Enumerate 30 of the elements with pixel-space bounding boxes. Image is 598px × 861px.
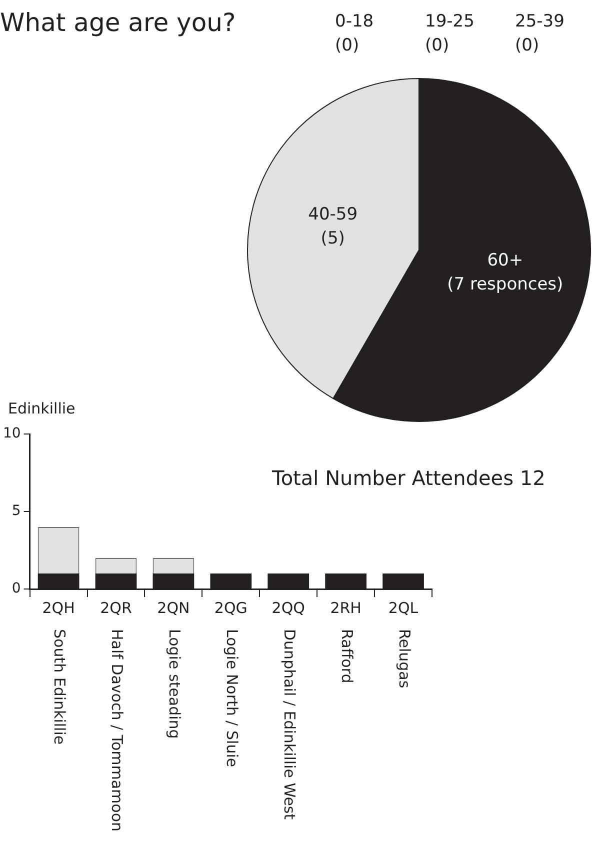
text: Half Davoch / Tommamoon (108, 629, 126, 832)
slice-label: 40-59 (308, 204, 358, 224)
y-tick-label: 0 (12, 580, 21, 597)
y-tick-label: 5 (12, 503, 21, 520)
annotation: Total Number Attendees 12 (272, 466, 546, 490)
x-tick-label: 2RH (330, 598, 362, 617)
x-tick-label: 2QG (214, 598, 248, 617)
slice-label: 60+ (487, 250, 524, 271)
x-tick-label: 2QN (157, 598, 190, 617)
text: (0) (425, 35, 450, 56)
chart-title: Edinkillie (8, 399, 76, 418)
x-tick-label: 2QQ (272, 598, 305, 617)
x-tick-label: 2QH (42, 598, 75, 617)
text: South Edinkillie (50, 629, 69, 745)
data-label: (5) (320, 228, 345, 248)
text: Dunphail / Edinkillie West (280, 629, 298, 820)
text: (0) (515, 35, 540, 56)
text: Rafford (338, 629, 356, 684)
text: Logie North / Sluie (223, 629, 242, 768)
text: Relugas (395, 629, 414, 688)
category-label: 19-25 (425, 11, 474, 32)
chart-title: What age are you? (0, 8, 236, 37)
text: Logie steading (166, 629, 184, 739)
y-tick-label: 10 (2, 426, 21, 442)
text: (0) (335, 35, 360, 56)
x-tick-label: 2QR (100, 598, 132, 617)
data-label: (7 responces) (447, 274, 564, 295)
category-label: 25-39 (515, 11, 564, 32)
x-tick-label: 2QL (388, 598, 419, 617)
category-label: 0-18 (335, 11, 374, 32)
